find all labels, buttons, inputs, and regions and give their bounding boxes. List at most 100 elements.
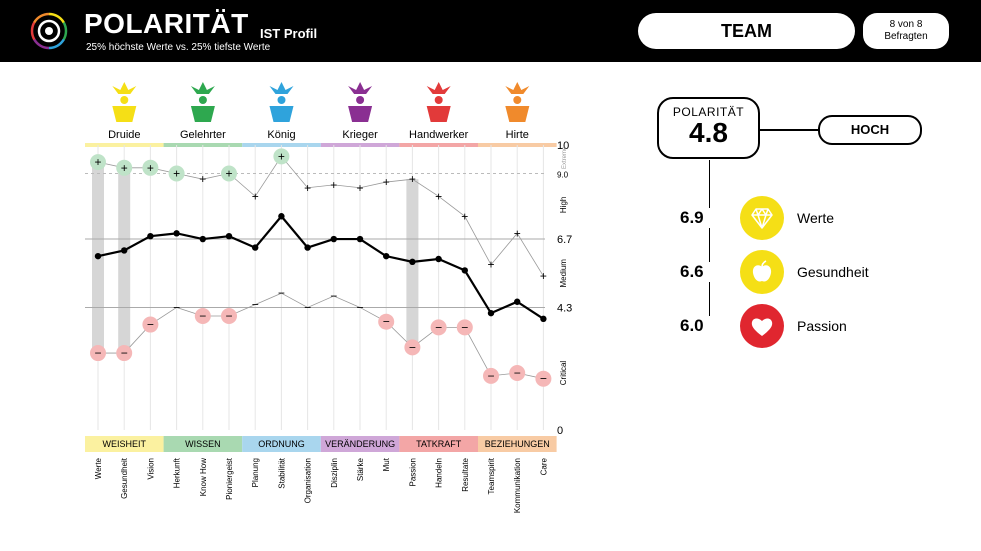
category-label: BEZIEHUNGEN — [485, 439, 550, 449]
bottom-marker: − — [199, 309, 206, 323]
top-marker: + — [199, 172, 206, 186]
bottom-marker: − — [147, 318, 154, 332]
head-shape — [277, 96, 286, 104]
y-band-label: Medium — [559, 259, 568, 288]
y-band-label: High — [559, 197, 568, 213]
respondent-count-button[interactable]: 8 von 8 Befragten — [863, 13, 949, 49]
top-highlight-dot — [90, 154, 106, 171]
x-tick-label: Teamspirit — [487, 457, 496, 494]
category-bar — [85, 436, 164, 452]
stat-label-gesundheit: Gesundheit — [797, 264, 869, 280]
head-shape — [513, 96, 522, 104]
stat-value-passion: 6.0 — [680, 316, 740, 336]
top-marker: + — [356, 181, 363, 195]
x-tick-label: Know How — [199, 458, 208, 496]
könig-icon — [269, 82, 294, 122]
profile-label: IST Profil — [260, 26, 318, 41]
top-marker: + — [540, 269, 547, 283]
series-line-bottom — [98, 292, 544, 380]
bottom-marker: − — [278, 286, 285, 300]
top-marker: + — [487, 258, 494, 272]
x-tick-label: Organisation — [304, 458, 313, 503]
x-tick-label: Passion — [408, 458, 417, 486]
series-line-mean — [97, 214, 545, 320]
mean-point — [356, 235, 364, 243]
bottom-marker: − — [409, 340, 416, 354]
top-marker: + — [94, 155, 101, 169]
bottom-highlight-dot — [194, 308, 211, 324]
category-bar — [320, 436, 400, 452]
category-label: VERÄNDERUNG — [325, 439, 395, 449]
y-band-label: Critical — [559, 361, 568, 386]
mean-point — [173, 230, 180, 237]
archetype-label: Handwerker — [409, 129, 469, 141]
top-marker: + — [225, 167, 232, 181]
stat-value-gesundheit: 6.6 — [680, 262, 740, 282]
body-shape — [112, 106, 137, 122]
bottom-highlight-dot — [378, 313, 395, 330]
crown-shape — [269, 82, 294, 94]
diamond-icon — [740, 196, 784, 240]
bottom-highlight-dot — [535, 370, 552, 387]
top-highlight-dot — [221, 165, 237, 182]
mean-point — [225, 233, 233, 240]
bottom-highlight-dot — [116, 345, 133, 362]
mean-point — [461, 267, 468, 274]
mean-point — [304, 244, 311, 251]
stats-connector — [709, 160, 710, 316]
bottom-marker: − — [173, 300, 180, 314]
head-shape — [120, 96, 129, 104]
mean-point — [199, 235, 206, 243]
top-marker: + — [330, 178, 337, 192]
krieger-icon — [348, 82, 373, 122]
top-highlight-dot — [168, 165, 185, 182]
logo-icon — [30, 12, 68, 50]
x-tick-label: Handeln — [435, 458, 444, 488]
bottom-marker: − — [225, 309, 232, 323]
team-button[interactable]: TEAM — [638, 13, 855, 49]
category-label: ORDNUNG — [258, 439, 305, 449]
stat-label-werte: Werte — [797, 210, 835, 226]
respondent-count: 8 von 8 — [889, 19, 923, 30]
bottom-highlight-dot — [430, 319, 447, 336]
mean-point — [435, 255, 442, 263]
range-bar — [118, 167, 131, 354]
crown-shape — [348, 82, 373, 94]
bottom-highlight-dot — [142, 316, 159, 333]
top-highlight-dot — [142, 159, 159, 176]
mean-point — [121, 247, 128, 254]
top-marker: + — [121, 161, 128, 175]
stat-label-passion: Passion — [797, 318, 847, 334]
apple-icon — [740, 250, 784, 294]
body-shape — [348, 106, 373, 122]
body-shape — [269, 106, 294, 122]
x-tick-label: Mut — [382, 457, 391, 471]
bottom-highlight-dot — [90, 345, 106, 362]
top-marker: + — [383, 175, 390, 189]
top-marker: + — [278, 149, 285, 163]
top-marker: + — [435, 189, 442, 203]
handwerker-icon — [426, 82, 451, 122]
x-tick-label: Resultate — [461, 457, 470, 491]
mean-point — [330, 235, 337, 243]
bottom-marker: − — [514, 366, 521, 380]
header-bar: POLARITÄT IST Profil 25% höchste Werte v… — [0, 0, 981, 62]
body-shape — [505, 106, 530, 122]
top-marker: + — [252, 189, 259, 203]
bottom-marker: − — [383, 315, 390, 329]
bottom-marker: − — [540, 372, 547, 386]
crown-shape — [505, 82, 530, 94]
y-tick-label: 9.0 — [557, 171, 569, 180]
archetype-label: Gelehrter — [180, 129, 226, 141]
x-tick-label: Disziplin — [330, 458, 339, 488]
category-bar — [242, 436, 321, 452]
bottom-highlight-dot — [404, 339, 421, 356]
mean-point — [409, 258, 416, 266]
y-tick-label: 6.7 — [557, 234, 572, 246]
archetype-label: König — [267, 129, 295, 141]
x-tick-label: Gesundheit — [120, 457, 129, 499]
crown-shape — [112, 82, 137, 94]
page-subtitle: 25% höchste Werte vs. 25% tiefste Werte — [86, 42, 271, 53]
bottom-highlight-dot — [509, 365, 526, 381]
top-marker: + — [461, 209, 468, 223]
